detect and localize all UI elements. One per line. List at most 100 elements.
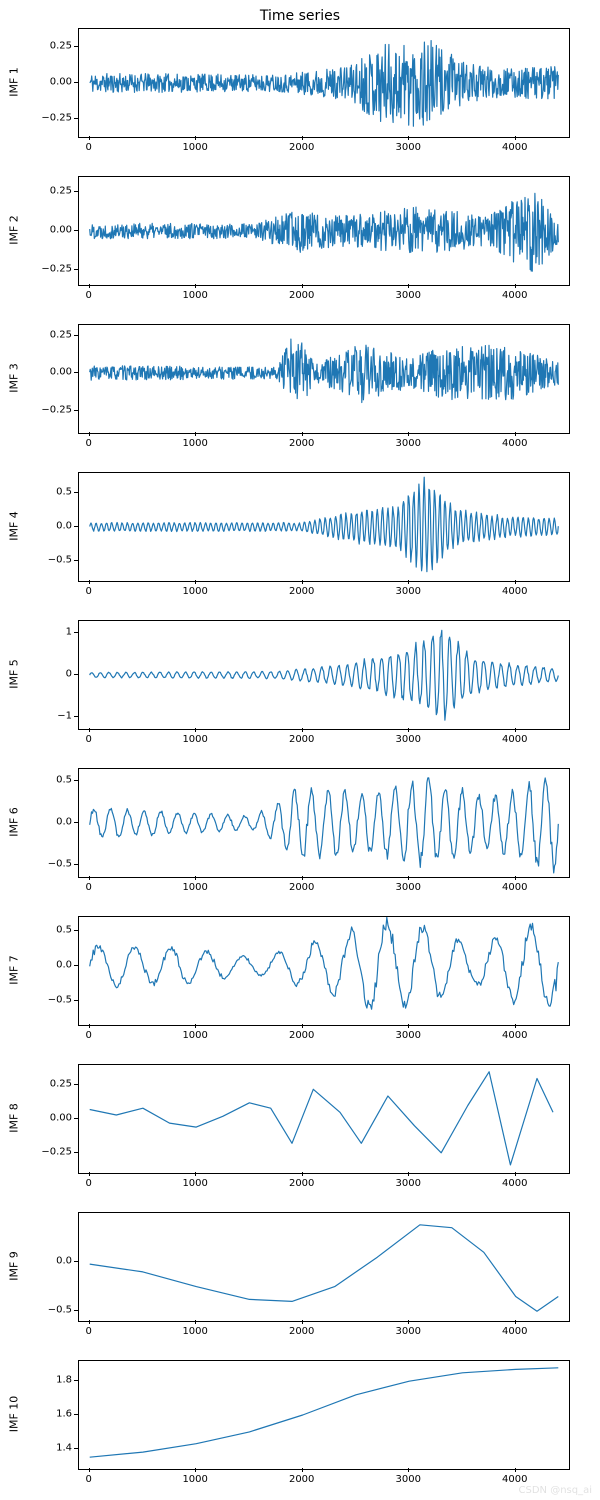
xtick-label: 2000 <box>289 142 314 153</box>
panel-8: IMF 8−0.250.000.2501000200030004000 <box>0 1064 600 1202</box>
ytick-label: 0.00 <box>50 77 72 88</box>
xtick-label: 4000 <box>502 586 527 597</box>
ytick-label: 0.25 <box>50 186 72 197</box>
panel-6: IMF 6−0.50.00.501000200030004000 <box>0 768 600 906</box>
xtick-label: 2000 <box>289 1474 314 1485</box>
ytick-label: 0.00 <box>50 367 72 378</box>
panel-10: IMF 101.41.61.801000200030004000 <box>0 1360 600 1498</box>
xtick-label: 3000 <box>395 1178 420 1189</box>
ytick-label: 0.5 <box>56 487 72 498</box>
xtick-label: 4000 <box>502 1326 527 1337</box>
panel-3: IMF 3−0.250.000.2501000200030004000 <box>0 324 600 462</box>
ytick-label: 0.25 <box>50 1079 72 1090</box>
series-line <box>79 29 569 137</box>
series-line <box>79 177 569 285</box>
ytick-label: −0.5 <box>48 1305 72 1316</box>
ylabel: IMF 5 <box>8 659 21 689</box>
ylabel: IMF 3 <box>8 363 21 393</box>
panel-9: IMF 9 −0.5 0.0 0 1000 2000 3000 4000 <box>0 1212 600 1350</box>
xtick-label: 2000 <box>289 734 314 745</box>
xtick-label: 3000 <box>395 142 420 153</box>
ytick-label: 0.0 <box>56 521 72 532</box>
ylabel: IMF 1 <box>8 67 21 97</box>
series-line <box>79 1065 569 1173</box>
figure: Time series IMF 1−0.250.000.250100020003… <box>0 0 600 1500</box>
panel-7: IMF 7−0.50.00.501000200030004000 <box>0 916 600 1054</box>
ylabel: IMF 4 <box>8 511 21 541</box>
ytick-label: 0.0 <box>56 959 72 970</box>
xtick-label: 2000 <box>289 1326 314 1337</box>
plot-area <box>78 620 570 730</box>
plot-area <box>78 472 570 582</box>
series-line <box>79 621 569 729</box>
xtick-label: 2000 <box>289 882 314 893</box>
xtick-label: 2000 <box>289 290 314 301</box>
xtick-label: 4000 <box>502 290 527 301</box>
panel-1: IMF 1−0.250.000.2501000200030004000 <box>0 28 600 166</box>
xtick-label: 3000 <box>395 438 420 449</box>
xtick-label: 3000 <box>395 586 420 597</box>
xtick-label: 1000 <box>182 290 207 301</box>
ytick-label: 0 <box>66 669 72 680</box>
xtick-label: 1000 <box>182 1030 207 1041</box>
figure-title: Time series <box>0 8 600 24</box>
xtick-label: 4000 <box>502 1030 527 1041</box>
xtick-label: 3000 <box>395 734 420 745</box>
ytick-label: −0.25 <box>41 263 72 274</box>
ytick-label: −0.25 <box>41 404 72 415</box>
plot-area <box>78 176 570 286</box>
plot-area <box>78 1212 570 1322</box>
watermark: CSDN @nsq_ai <box>519 1485 593 1496</box>
xtick-label: 0 <box>85 1326 91 1337</box>
xtick-label: 1000 <box>182 438 207 449</box>
plot-area <box>78 324 570 434</box>
ylabel: IMF 10 <box>8 1396 21 1433</box>
ytick-label: 0.00 <box>50 1113 72 1124</box>
xtick-label: 4000 <box>502 438 527 449</box>
plot-area <box>78 768 570 878</box>
xtick-label: 1000 <box>182 1326 207 1337</box>
xtick-label: 0 <box>85 734 91 745</box>
xtick-label: 4000 <box>502 882 527 893</box>
ytick-label: −1 <box>57 710 72 721</box>
ylabel: IMF 2 <box>8 215 21 245</box>
xtick-label: 0 <box>85 1030 91 1041</box>
ytick-label: −0.5 <box>48 994 72 1005</box>
plot-area <box>78 916 570 1026</box>
plot-area <box>78 28 570 138</box>
series-line <box>79 917 569 1025</box>
ytick-label: 1.4 <box>56 1442 72 1453</box>
xtick-label: 0 <box>85 586 91 597</box>
xtick-label: 0 <box>85 1178 91 1189</box>
xtick-label: 2000 <box>289 586 314 597</box>
xtick-label: 0 <box>85 290 91 301</box>
ylabel: IMF 8 <box>8 1103 21 1133</box>
ylabel: IMF 9 <box>8 1251 21 1281</box>
xtick-label: 4000 <box>502 734 527 745</box>
xtick-label: 1000 <box>182 882 207 893</box>
ytick-label: 0.5 <box>56 775 72 786</box>
ytick-label: 0.25 <box>50 41 72 52</box>
xtick-label: 3000 <box>395 1326 420 1337</box>
xtick-label: 4000 <box>502 1178 527 1189</box>
plot-area <box>78 1360 570 1470</box>
ytick-label: −0.25 <box>41 112 72 123</box>
ylabel: IMF 6 <box>8 807 21 837</box>
ytick-label: 0.0 <box>56 817 72 828</box>
panel-5: IMF 5−10101000200030004000 <box>0 620 600 758</box>
xtick-label: 4000 <box>502 1474 527 1485</box>
xtick-label: 1000 <box>182 1178 207 1189</box>
ytick-label: 0.00 <box>50 225 72 236</box>
panel-4: IMF 4 −0.5 0.0 0.5 0 1000 2000 3000 4000 <box>0 472 600 610</box>
xtick-label: 1000 <box>182 586 207 597</box>
ytick-label: −0.5 <box>48 554 72 565</box>
panel-2: IMF 2−0.250.000.2501000200030004000 <box>0 176 600 314</box>
xtick-label: 0 <box>85 142 91 153</box>
series-line <box>79 325 569 433</box>
plot-area <box>78 1064 570 1174</box>
ytick-label: 0.0 <box>56 1256 72 1267</box>
xtick-label: 2000 <box>289 1030 314 1041</box>
xtick-label: 3000 <box>395 1030 420 1041</box>
series-line <box>79 1361 569 1469</box>
xtick-label: 0 <box>85 1474 91 1485</box>
